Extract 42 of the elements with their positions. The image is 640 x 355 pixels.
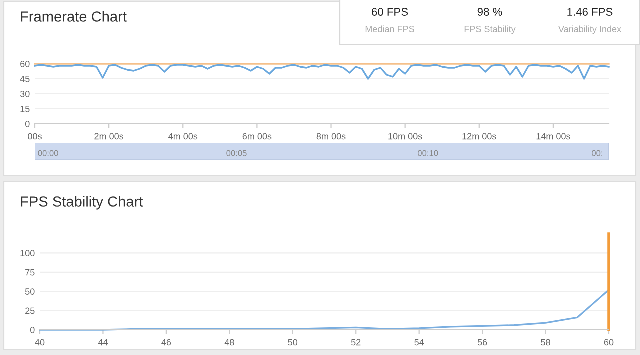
text: 00:05 (226, 150, 247, 156)
text: 00: (592, 150, 602, 156)
x-tick-label: 60 (604, 339, 614, 346)
y-tick-label: 30 (20, 90, 30, 98)
text: 00:00 (38, 150, 58, 156)
y-tick-label: 0 (25, 120, 30, 128)
line-series (39, 289, 610, 331)
line-series (34, 64, 610, 80)
text: 60 FPS (372, 8, 408, 16)
category-label: FPS Stability (464, 26, 516, 34)
x-tick-label: 14m 00s (536, 133, 570, 140)
y-tick-label: 15 (20, 106, 30, 112)
x-tick-label: 40 (35, 339, 45, 346)
x-tick-label: 56 (478, 339, 488, 346)
x-tick-label: 10m 00s (388, 133, 422, 140)
y-tick-label: 50 (25, 288, 35, 295)
x-tick-label: 6m 00s (242, 133, 272, 140)
text: 00:10 (418, 150, 438, 156)
y-tick-label: 25 (26, 308, 35, 314)
x-tick-label: 12m 00s (462, 133, 496, 140)
y-tick-label: 75 (26, 269, 35, 276)
y-tick-label: 60 (20, 60, 30, 68)
category-label: Variability Index (558, 26, 622, 34)
text: 1.46 FPS (568, 8, 613, 16)
x-tick-label: 44 (98, 339, 108, 346)
x-tick-label: 2m 00s (94, 133, 124, 140)
x-tick-label: 54 (414, 339, 424, 346)
x-tick-label: 50 (288, 339, 298, 346)
x-tick-label: 52 (351, 339, 361, 346)
y-tick-label: 0 (30, 326, 35, 334)
category-label: Median FPS (366, 26, 414, 32)
text: 98 % (478, 8, 502, 16)
x-tick-label: 00s (28, 133, 42, 140)
chart-title: Framerate Chart (21, 11, 127, 22)
y-tick-label: 45 (20, 76, 30, 82)
x-tick-label: 8m 00s (316, 133, 346, 140)
x-tick-label: 58 (541, 339, 550, 346)
chart-title: FPS Stability Chart (21, 196, 144, 210)
y-tick-label: 100 (20, 250, 35, 257)
x-tick-label: 46 (162, 339, 172, 346)
x-tick-label: 48 (224, 339, 234, 346)
x-tick-label: 4m 00s (168, 133, 198, 140)
